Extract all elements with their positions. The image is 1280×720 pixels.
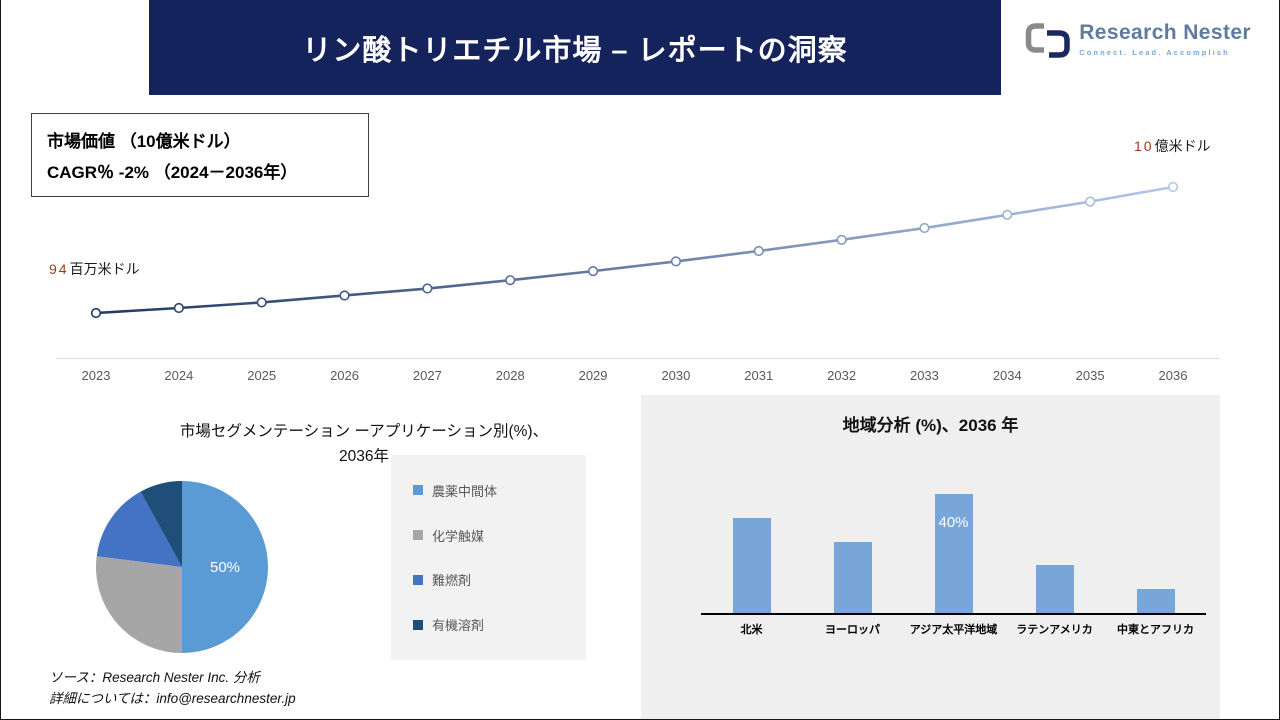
research-nester-logo-icon (1025, 23, 1070, 58)
legend-label: 化学触媒 (432, 528, 485, 544)
data-point-2026 (339, 290, 350, 301)
bar-category-label: 中東とアフリカ (1117, 624, 1194, 636)
bar-category-label: 北米 (740, 624, 763, 636)
x-tick-2024: 2024 (164, 368, 194, 383)
bar-3: 40% (934, 494, 973, 613)
x-tick-2033: 2033 (909, 368, 939, 383)
market-value-label: 市場価値 （10億米ドル） (47, 132, 241, 152)
x-tick-2030: 2030 (661, 368, 691, 383)
legend-item-1: 農薬中間体 (413, 481, 586, 500)
bar-value-label: 40% (938, 514, 969, 531)
brand-logo: Research Nester Connect. Lead. Accomplis… (1025, 22, 1251, 58)
legend-item-2: 化学触媒 (413, 526, 586, 545)
pie-legend: 農薬中間体化学触媒難燃剤有機溶剤 (391, 455, 586, 660)
x-axis-line (56, 358, 1219, 359)
legend-swatch-icon (413, 485, 423, 496)
pie-slice-2 (96, 556, 182, 653)
x-tick-2025: 2025 (247, 368, 277, 383)
data-point-2025 (256, 297, 267, 308)
footer: ソース：Research Nester Inc. 分析 詳細については：info… (49, 668, 296, 710)
end-value-unit: 億米ドル (1154, 138, 1211, 154)
pie-slice-value-label: 50% (210, 559, 240, 576)
data-point-2030 (670, 256, 682, 267)
data-point-2029 (587, 266, 599, 277)
data-point-2033 (919, 222, 930, 234)
bar-chart-title: 地域分析 (%)、2036 年 (842, 416, 1019, 435)
line-chart (90, 181, 1179, 319)
bar-group-1: 北米 (701, 480, 802, 636)
chart-start-value-label: 94百万米ドル (49, 259, 140, 279)
market-value-box: 市場価値 （10億米ドル） CAGR％ -2% （2024－2036年） (31, 113, 369, 197)
legend-swatch-icon (413, 530, 423, 541)
legend-label: 農薬中間体 (432, 483, 498, 499)
cagr-label: CAGR％ -2% （2024－2036年） (47, 162, 298, 182)
x-tick-2026: 2026 (330, 368, 359, 383)
start-value-number: 94 (49, 261, 69, 277)
end-value-number: 10 (1134, 138, 1154, 154)
data-point-2027 (422, 283, 433, 294)
pie-chart-title: 市場セグメンテーション ーアプリケーション別(%)、 2036年 (104, 420, 624, 470)
bar-group-2: ヨーロッパ (802, 480, 903, 636)
source-note: ソース：Research Nester Inc. 分析 (49, 670, 260, 685)
bar-category-label: ヨーロッパ (825, 624, 880, 636)
legend-item-3: 難燃剤 (413, 570, 586, 589)
pie-title-line1: 市場セグメンテーション ーアプリケーション別(%)、 (179, 423, 549, 440)
bar-group-5: 中東とアフリカ (1105, 480, 1206, 636)
bar-2 (833, 542, 872, 613)
legend-swatch-icon (413, 574, 423, 585)
x-tick-2034: 2034 (992, 368, 1022, 383)
page-title: リン酸トリエチル市場 – レポートの洞察 (302, 34, 848, 67)
data-point-2032 (836, 234, 847, 245)
pie-title-line2: 2036年 (339, 447, 389, 465)
bar-group-4: ラテンアメリカ (1004, 480, 1105, 636)
start-value-unit: 百万米ドル (69, 261, 140, 277)
x-tick-2023: 2023 (81, 368, 111, 383)
x-axis-tick-labels: 2023 2024 2025 2026 2027 2028 2029 2030 2031 2032… (74, 368, 1195, 383)
data-point-2024 (173, 302, 184, 314)
pie-chart: 50% (96, 481, 268, 653)
x-tick-2027: 2027 (412, 368, 442, 383)
data-point-2023 (90, 307, 102, 319)
data-point-2036 (1167, 181, 1179, 193)
bar-1 (732, 518, 771, 613)
brand-text: Research Nester Connect. Lead. Accomplis… (1079, 22, 1251, 57)
legend-swatch-icon (413, 619, 423, 630)
pie-slice-1 (182, 481, 268, 653)
data-point-2035 (1085, 196, 1096, 207)
pie-slice-4 (140, 481, 182, 567)
brand-name: Research Nester (1079, 21, 1251, 44)
contact-note: 詳細については：info@researchnester.jp (49, 690, 296, 706)
data-point-2031 (753, 245, 764, 257)
x-tick-2031: 2031 (744, 368, 774, 383)
x-tick-2032: 2032 (827, 368, 857, 383)
data-point-2034 (1002, 209, 1013, 220)
trend-line (95, 185, 1174, 315)
legend-item-4: 有機溶剤 (413, 615, 586, 634)
title-banner: リン酸トリエチル市場 – レポートの洞察 (149, 0, 1001, 95)
x-tick-2035: 2035 (1075, 368, 1105, 383)
bar-4 (1035, 565, 1074, 613)
bar-chart-baseline (701, 613, 1206, 615)
data-point-2028 (505, 275, 516, 286)
bar-category-label: アジア太平洋地域 (909, 624, 998, 636)
pie-slice-3 (96, 491, 182, 567)
bar-5 (1136, 589, 1175, 613)
brand-tagline: Connect. Lead. Accomplish (1079, 48, 1230, 57)
chart-end-value-label: 10億米ドル (1134, 136, 1211, 156)
bar-chart: 北米 ヨーロッパ 40% アジア太平洋地域 ラテンアメリカ 中東とアフリカ (701, 480, 1206, 636)
x-tick-2036: 2036 (1158, 368, 1188, 383)
x-tick-2029: 2029 (578, 368, 608, 383)
bar-group-3: 40% アジア太平洋地域 (903, 480, 1004, 636)
legend-label: 有機溶剤 (432, 618, 485, 634)
bar-category-label: ラテンアメリカ (1016, 624, 1093, 636)
x-tick-2028: 2028 (495, 368, 525, 383)
legend-label: 難燃剤 (432, 573, 472, 589)
